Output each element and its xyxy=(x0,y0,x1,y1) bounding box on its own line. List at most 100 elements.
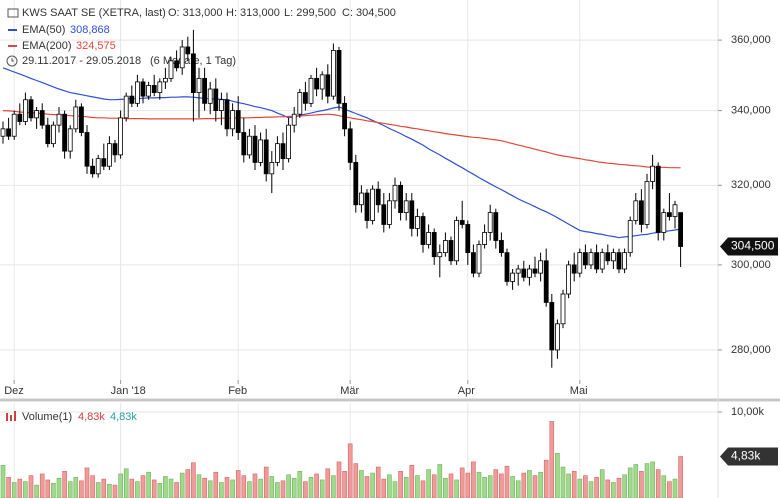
candle-body xyxy=(28,99,34,119)
candle-body xyxy=(11,113,17,137)
volume-bar xyxy=(179,472,185,498)
volume-bar xyxy=(297,471,303,498)
candle-body xyxy=(95,158,101,175)
candle-body xyxy=(364,192,370,221)
candle-body xyxy=(465,224,471,254)
candle-body xyxy=(140,81,146,97)
candle-body xyxy=(672,204,678,217)
candle-body xyxy=(588,252,594,266)
candle-body xyxy=(56,113,62,126)
candle-body xyxy=(342,102,348,130)
volume-bar xyxy=(398,471,403,498)
volume-bar xyxy=(616,477,622,498)
candle-body xyxy=(521,268,527,278)
volume-bar xyxy=(493,469,499,498)
candle-body xyxy=(560,293,566,325)
volume-bar xyxy=(431,474,437,498)
candle-body xyxy=(79,106,84,133)
candle-body xyxy=(62,113,67,152)
last-volume-label: 4,83k xyxy=(731,449,761,463)
legend-name: EMA(200) xyxy=(22,40,72,52)
volume-bar xyxy=(90,475,95,498)
candle-body xyxy=(426,232,432,245)
clock-hand xyxy=(11,58,14,62)
candle-body xyxy=(179,46,185,69)
volume-bar xyxy=(73,477,79,498)
volume-bar xyxy=(521,472,527,498)
candle-body xyxy=(633,200,639,221)
volume-bar xyxy=(499,473,504,498)
volume-bar xyxy=(224,477,230,498)
volume-bar xyxy=(275,482,280,498)
volume-bar xyxy=(235,470,241,498)
candle-body xyxy=(207,88,213,104)
candle-body xyxy=(650,165,655,182)
clock-icon xyxy=(6,55,18,67)
candle-body xyxy=(325,74,331,97)
x-tick-label: Mär xyxy=(340,385,359,397)
candle-body xyxy=(577,252,583,274)
candle-body xyxy=(185,46,191,55)
volume-bar xyxy=(336,461,342,498)
candle-body xyxy=(549,302,555,351)
volume-bar xyxy=(185,469,191,498)
x-tick-label: Dez xyxy=(4,385,24,397)
ema-line xyxy=(2,110,681,169)
volume-bar xyxy=(644,463,650,498)
candle-body xyxy=(487,212,493,233)
volume-bar xyxy=(140,475,146,498)
volume-bar xyxy=(219,482,224,498)
volume-bar xyxy=(342,471,347,498)
volume-bar xyxy=(420,480,426,498)
candle-body xyxy=(644,181,650,225)
volume-bar xyxy=(34,484,39,498)
x-tick-label: Feb xyxy=(228,385,247,397)
candle-body xyxy=(246,135,252,156)
volume-bar xyxy=(387,474,392,498)
ohlc-close: C: 304,500 xyxy=(342,7,396,19)
volume-bar xyxy=(639,471,644,498)
last-price-tag xyxy=(720,237,778,256)
candle-body xyxy=(532,268,538,274)
candle-body xyxy=(280,143,286,160)
volume-bar xyxy=(112,484,118,498)
volume-bar xyxy=(633,464,639,498)
candle-body xyxy=(375,188,381,206)
candle-body xyxy=(409,200,415,229)
candle-body xyxy=(622,252,627,270)
candle-body xyxy=(398,184,404,213)
candle-body xyxy=(627,220,633,254)
volume-bar xyxy=(409,465,415,498)
candle-body xyxy=(639,200,644,225)
candle-body xyxy=(454,220,460,262)
volume-bar xyxy=(0,465,6,498)
volume-bar xyxy=(527,470,532,498)
volume-bar xyxy=(605,479,611,498)
candle-body xyxy=(392,184,398,202)
legend-value: 324,575 xyxy=(76,40,116,52)
candle-body xyxy=(6,128,11,137)
candle-body xyxy=(168,60,174,79)
volume-bar xyxy=(23,481,28,498)
volume-bar xyxy=(151,479,157,498)
volume-bar xyxy=(163,476,168,498)
volume-bar xyxy=(560,466,566,498)
candle-body xyxy=(101,158,107,167)
volume-legend-value: 4,83k xyxy=(110,411,137,423)
volume-bar xyxy=(17,478,23,498)
candle-body xyxy=(431,232,437,258)
volume-bar xyxy=(101,478,107,498)
candle-body xyxy=(146,85,152,97)
volume-bar xyxy=(504,465,510,498)
volume-bar xyxy=(286,474,291,498)
candle-body xyxy=(319,74,325,90)
volume-bar xyxy=(627,467,633,498)
volume-bar xyxy=(588,481,594,498)
candle-body xyxy=(459,220,465,225)
volume-icon xyxy=(6,413,8,421)
volume-bar xyxy=(95,482,101,498)
candle-body xyxy=(655,165,661,233)
candle-body xyxy=(470,252,476,274)
volume-bar xyxy=(448,473,454,498)
